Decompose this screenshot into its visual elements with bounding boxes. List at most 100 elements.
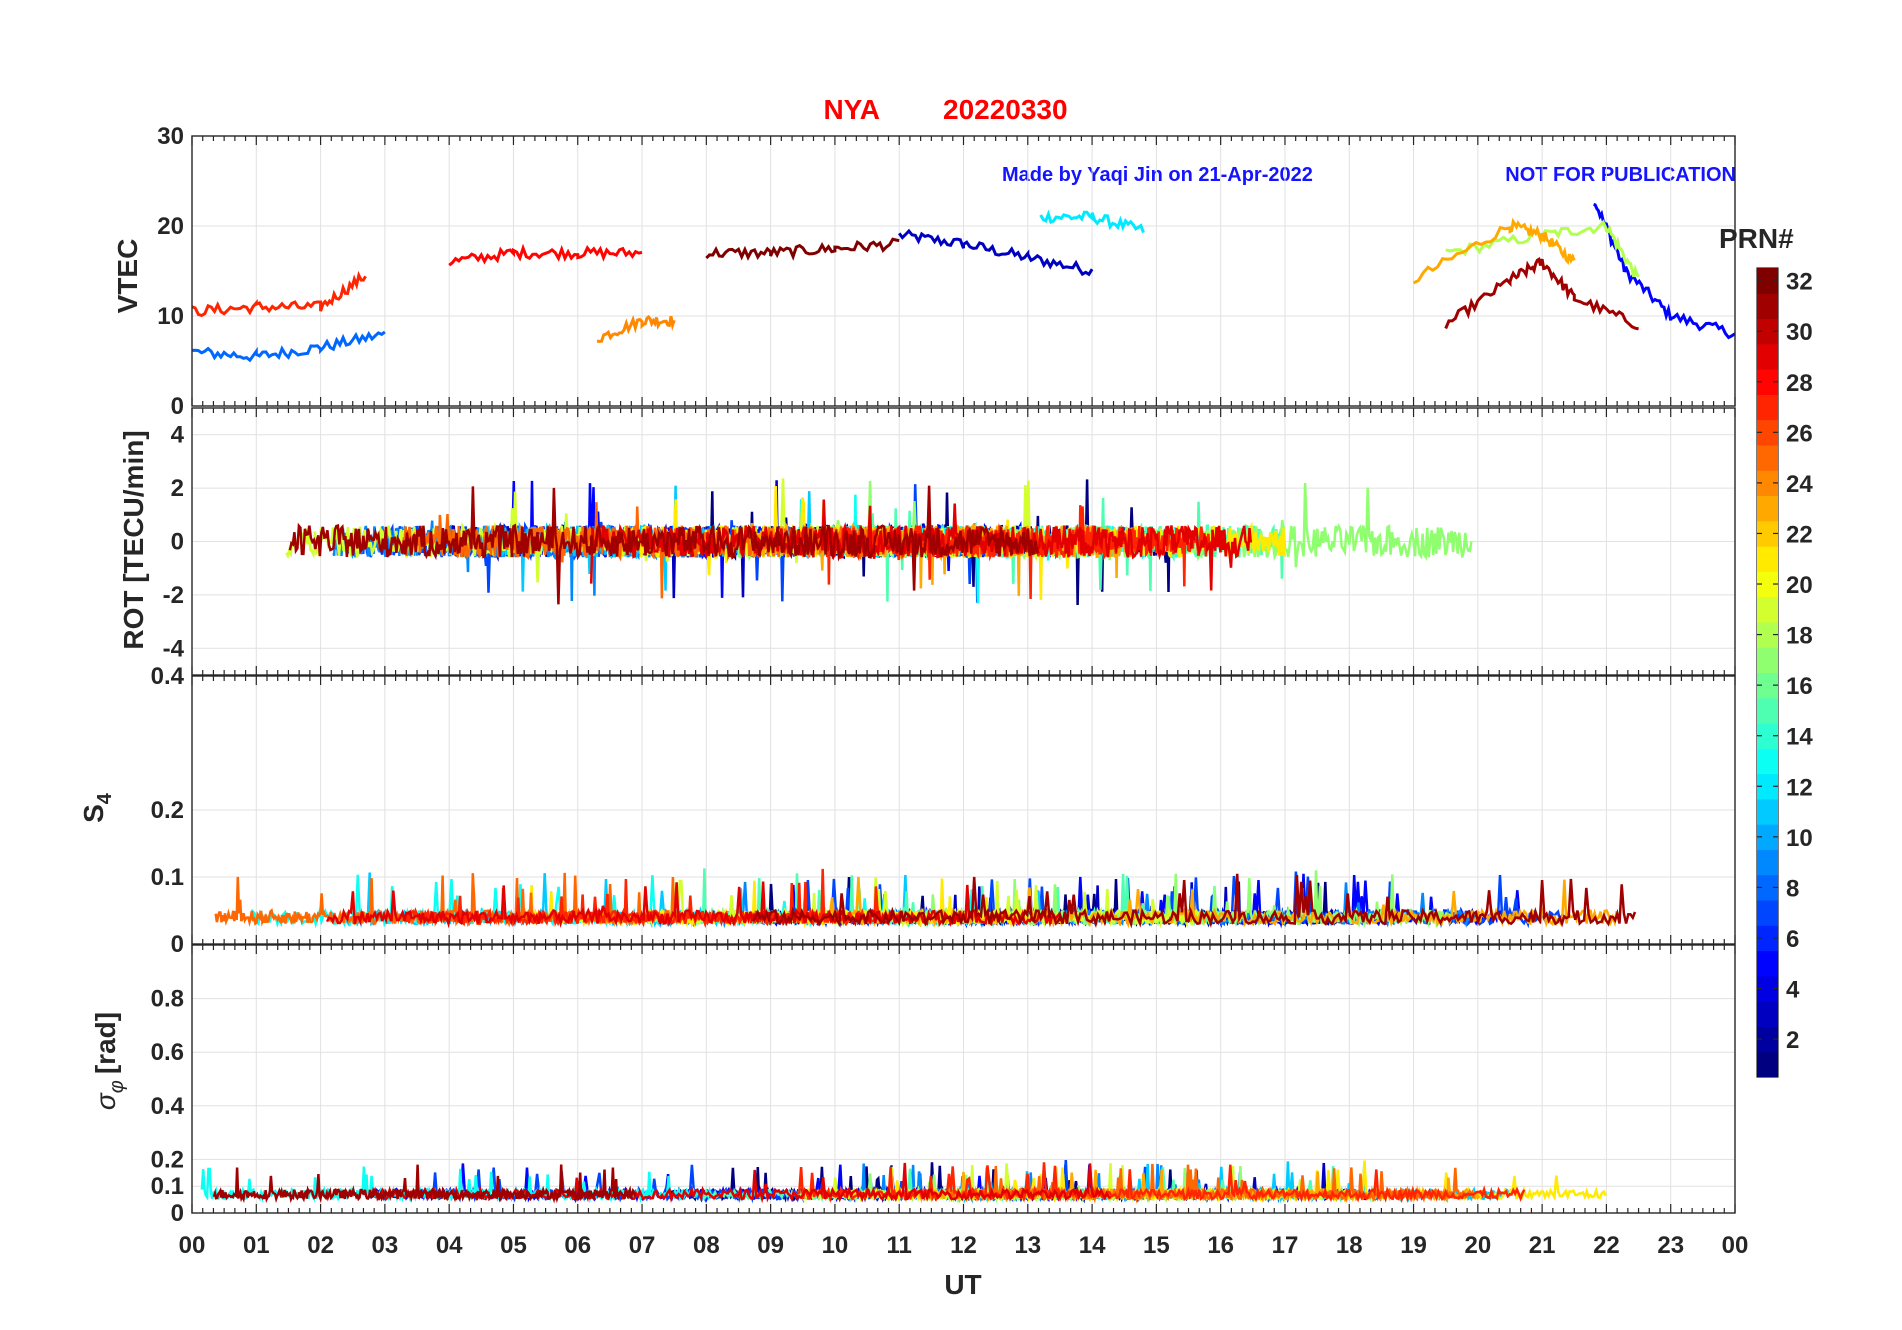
colorbar-step [1757,824,1778,850]
colorbar-step [1757,369,1778,395]
x-tick-label: 05 [500,1232,527,1259]
colorbar-step [1757,672,1778,699]
y-tick-label: 0 [171,393,184,420]
x-tick-label: 10 [822,1232,849,1259]
panel-2-series-prn-23 [813,876,1618,929]
colorbar-step [1757,1051,1778,1078]
x-tick-label: 06 [564,1232,591,1259]
panel-2: 0 0.1 0.2 0.4 [151,663,1736,958]
vtec-series-prn-8 [192,330,386,363]
y-tick-label: -2 [163,582,184,609]
x-tick-label: 22 [1593,1232,1620,1259]
vtec-series-prn-27 [192,270,367,318]
colorbar-step [1757,773,1778,800]
colorbar-step [1757,444,1778,471]
vtec-y-axis-label: VTEC [112,239,143,314]
colorbar-tick-label: 4 [1786,977,1800,1004]
colorbar-label: PRN# [1719,223,1794,254]
vtec-series-prn-3 [897,228,1094,277]
colorbar-step [1757,697,1778,724]
panel-data-2 [214,868,1637,929]
s4-label-subscript: 4 [94,792,116,804]
colorbar-tick-label: 10 [1786,825,1813,852]
x-tick-label: 02 [307,1232,334,1259]
panel-data-0 [192,202,1735,363]
colorbar-tick-label: 2 [1786,1027,1799,1054]
x-tick-label: 11 [887,1232,912,1259]
x-tick-label: 23 [1657,1232,1684,1259]
made-by-annotation: Made by Yaqi Jin on 21-Apr-2022 [1002,164,1313,186]
vtec-series-prn-32 [705,237,900,261]
x-tick-label: 04 [436,1232,463,1259]
colorbar-step [1757,874,1778,901]
colorbar-step [1757,495,1778,522]
x-tick-label: 01 [243,1232,270,1259]
x-axis-label: UT [944,1269,981,1300]
x-tick-label: 14 [1079,1232,1106,1259]
colorbar-step [1757,596,1778,623]
vtec-series-prn-24 [596,314,676,343]
not-for-publication-annotation: NOT FOR PUBLICATION [1505,164,1736,186]
y-tick-label: 2 [171,475,184,502]
sigma-label-unit: [rad] [90,1012,121,1074]
panel-data-3 [200,1160,1607,1204]
vtec-series-prn-18 [1445,219,1640,278]
sigma-label-subscript: φ [106,1080,128,1093]
y-tick-label: 0.1 [151,1173,184,1200]
y-tick-label: 0.1 [151,864,184,891]
y-tick-label: 10 [157,303,184,330]
colorbar-tick-label: 6 [1786,926,1799,953]
vtec-series-prn-12 [1039,209,1145,234]
y-tick-label: 0.2 [151,797,184,824]
s4-label-main: S [78,804,109,823]
colorbar-tick-label: 12 [1786,774,1813,801]
colorbar-step [1757,394,1778,421]
y-tick-label: 4 [171,422,185,449]
panel-2-series-prn-29 [325,881,1063,929]
panel-3-series-prn-31 [212,1164,637,1204]
y-tick-label: 30 [157,123,184,150]
colorbar-step [1757,798,1778,825]
colorbar-tick-label: 26 [1786,420,1813,447]
colorbar-step [1757,900,1778,926]
colorbar-step [1757,1001,1778,1027]
x-tick-label: 12 [950,1232,977,1259]
colorbar-step [1757,950,1778,977]
colorbar-tick-label: 32 [1786,269,1813,296]
colorbar-step [1757,571,1778,598]
colorbar-step [1757,748,1778,775]
colorbar-step [1757,647,1778,673]
x-tick-label: 07 [629,1232,656,1259]
panel-0: 0 10 20 30 [157,123,1736,420]
vtec-series-prn-28 [448,243,643,267]
colorbar-step [1757,343,1778,370]
colorbar-step [1757,470,1778,497]
colorbar-tick-label: 18 [1786,623,1813,650]
colorbar-tick-label: 16 [1786,673,1813,700]
y-tick-label: 0 [171,529,184,556]
sigma-phi-y-axis-label: σφ [rad] [90,1012,128,1110]
x-tick-label: 18 [1336,1232,1363,1259]
y-tick-label: 0.6 [151,1039,184,1066]
colorbar-tick-label: 8 [1786,875,1799,902]
y-tick-label: -4 [163,635,185,662]
panel-3-series-prn-27 [794,1162,1526,1204]
colorbar-step [1757,520,1778,547]
y-tick-label: 0.2 [151,1146,184,1173]
x-tick-label: 08 [693,1232,720,1259]
y-tick-label: 20 [157,213,184,240]
panel-1: -4 -2 0 2 4 [163,407,1736,676]
y-tick-label: 0.4 [151,1093,185,1120]
y-tick-label: 0 [171,931,184,958]
colorbar-tick-label: 28 [1786,370,1813,397]
colorbar-step [1757,546,1778,572]
colorbar-step [1757,419,1778,446]
colorbar-step [1757,621,1778,648]
y-tick-label: 0.4 [151,663,185,690]
x-tick-label: 15 [1143,1232,1170,1259]
